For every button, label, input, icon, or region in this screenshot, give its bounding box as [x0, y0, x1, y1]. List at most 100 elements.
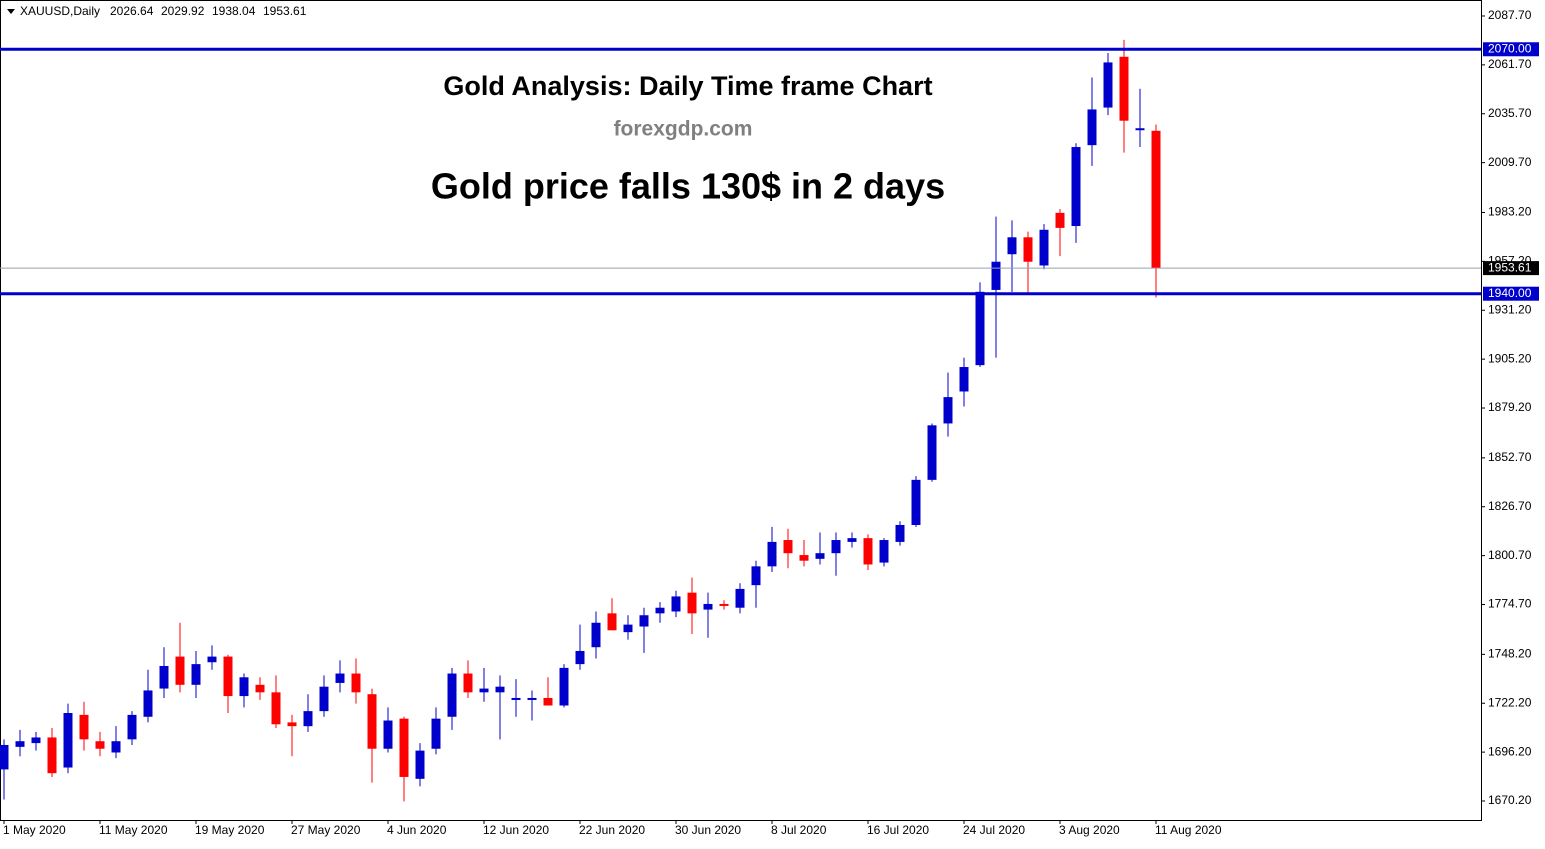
y-tick-label: 1748.20 [1488, 647, 1532, 661]
candle-body [319, 686, 329, 712]
x-tick-label: 1 May 2020 [3, 823, 66, 837]
candle-body [111, 741, 121, 753]
y-tick-label: 1983.20 [1488, 205, 1532, 219]
candle-body [703, 603, 713, 610]
x-tick-label: 24 Jul 2020 [963, 823, 1025, 837]
candle-body [159, 666, 169, 689]
candle-body [607, 613, 617, 631]
x-tick-label: 12 Jun 2020 [483, 823, 549, 837]
price-label-box [1483, 261, 1539, 276]
x-tick-label: 30 Jun 2020 [675, 823, 741, 837]
plot-frame [0, 0, 1482, 821]
candle-body [719, 603, 729, 606]
x-tick-label: 27 May 2020 [291, 823, 361, 837]
candle-body [591, 622, 601, 648]
candle-body [1039, 229, 1049, 266]
candle-body [783, 540, 793, 554]
candle-body [895, 524, 905, 542]
candle-body [479, 688, 489, 693]
annotation: Gold price falls 130$ in 2 days [431, 166, 945, 207]
candle-body [255, 684, 265, 693]
level-label: 1940.00 [1488, 286, 1532, 300]
candle-body [175, 656, 185, 685]
y-tick-label: 1696.20 [1488, 744, 1532, 758]
candle-body [767, 541, 777, 567]
candle-body [31, 737, 41, 744]
candle-body [815, 553, 825, 559]
candle-body [847, 538, 857, 542]
y-tick-label: 1774.70 [1488, 597, 1532, 611]
x-tick-label: 22 Jun 2020 [579, 823, 645, 837]
x-tick-label: 11 May 2020 [99, 823, 168, 837]
candle-body [799, 555, 809, 561]
level-label-box [1483, 42, 1539, 57]
ohlc-high: 2029.92 [161, 4, 205, 18]
candle-body [1119, 56, 1129, 121]
candle-body [991, 261, 1001, 290]
candle-body [287, 722, 297, 727]
x-tick-label: 11 Aug 2020 [1155, 823, 1222, 837]
candle-body [943, 397, 953, 424]
candle-body [399, 718, 409, 777]
candle-body [1023, 237, 1033, 262]
candle-body [95, 741, 105, 749]
candle-body [687, 592, 697, 614]
candle-body [927, 425, 937, 480]
candle-body [623, 624, 633, 633]
level-label: 2070.00 [1488, 41, 1532, 55]
candle-body [431, 718, 441, 749]
ohlc-open: 2026.64 [110, 4, 154, 18]
symbol: XAUUSD,Daily [20, 4, 100, 18]
candle-body [831, 540, 841, 554]
candle-body [543, 697, 553, 706]
candle-body [239, 677, 249, 697]
y-tick-label: 1879.20 [1488, 400, 1532, 414]
candle-body [1087, 109, 1097, 146]
ohlc-low: 1938.04 [212, 4, 256, 18]
candle-body [1007, 237, 1017, 255]
x-tick-label: 19 May 2020 [195, 823, 265, 837]
candle-body [383, 720, 393, 749]
menu-arrow [7, 9, 15, 14]
candle-body [1103, 62, 1113, 108]
x-tick-label: 3 Aug 2020 [1059, 823, 1120, 837]
y-tick-label: 1852.70 [1488, 450, 1532, 464]
candle-body [511, 697, 521, 700]
candle-body [559, 667, 569, 706]
candle-body [495, 686, 505, 693]
ohlc-close: 1953.61 [263, 4, 307, 18]
candle-body [191, 664, 201, 685]
candle-body [143, 690, 153, 717]
candle-body [575, 650, 585, 665]
candle-body [223, 656, 233, 697]
candle-body [959, 367, 969, 392]
candle-body [415, 750, 425, 779]
candle-body [1071, 147, 1081, 227]
candle-body [671, 596, 681, 612]
x-tick-label: 8 Jul 2020 [771, 823, 827, 837]
x-tick-label: 16 Jul 2020 [867, 823, 929, 837]
y-tick-label: 2061.70 [1488, 57, 1532, 71]
candle-body [463, 673, 473, 693]
candle-body [335, 673, 345, 683]
candle-body [863, 538, 873, 565]
candle-body [735, 588, 745, 608]
y-tick-label: 1670.20 [1488, 793, 1532, 807]
candle-body [1151, 130, 1161, 269]
chart-subtitle: forexgdp.com [614, 118, 753, 141]
level-label-box [1483, 286, 1539, 301]
candle-body [127, 714, 137, 740]
y-tick-label: 1905.20 [1488, 351, 1532, 365]
candle-body [751, 566, 761, 586]
chart-title: Gold Analysis: Daily Time frame Chart [443, 71, 932, 101]
y-tick-label: 2035.70 [1488, 106, 1532, 120]
x-tick-label: 4 Jun 2020 [387, 823, 447, 837]
candle-body [63, 713, 73, 768]
candle-body [351, 673, 361, 693]
y-tick-label: 1722.20 [1488, 695, 1532, 709]
candle-body [975, 291, 985, 366]
candle-body [79, 714, 89, 740]
candle-body [1135, 128, 1145, 131]
price-label: 1953.61 [1488, 260, 1532, 274]
